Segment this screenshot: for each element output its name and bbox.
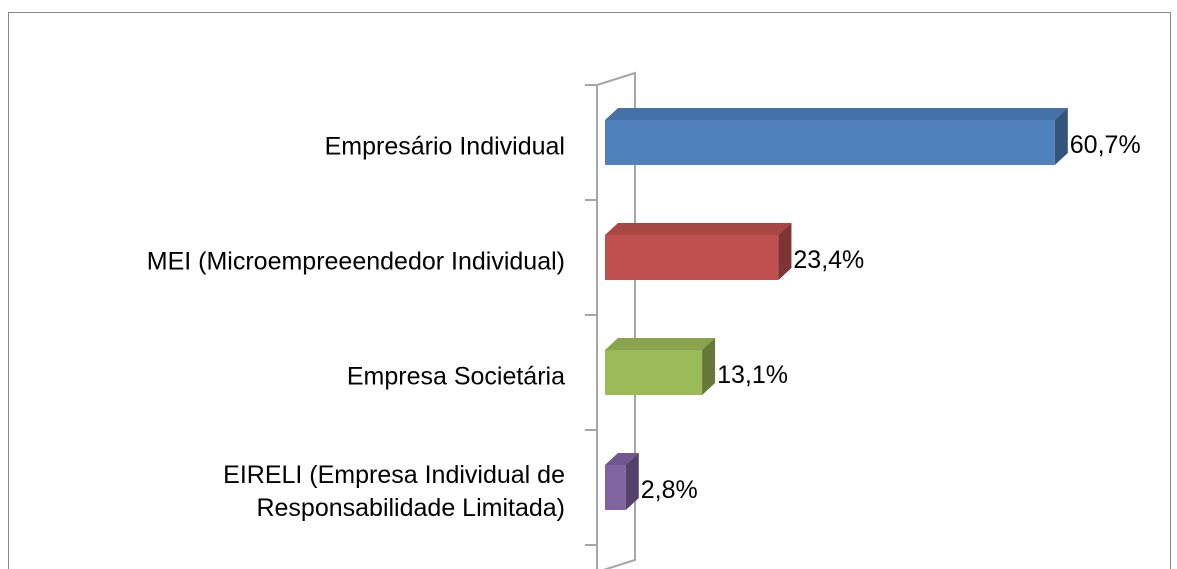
bar-top-shade: [605, 223, 792, 235]
data-label: 2,8%: [641, 476, 698, 504]
bar: [605, 453, 639, 510]
bar: [605, 223, 792, 280]
bar-front: [605, 465, 626, 510]
category-label: Empresário Individual: [324, 132, 565, 160]
bar-top-shade: [605, 453, 639, 465]
category-label: MEI (Microempreeendedor Individual): [146, 247, 565, 275]
bar-top: [605, 108, 1068, 120]
frame-border: [8, 12, 1171, 569]
bar-side-shade: [625, 453, 639, 510]
bar-top-shade: [605, 338, 716, 350]
bar-side-shade: [778, 223, 792, 280]
bar-side-shade: [1054, 108, 1068, 165]
bar-front: [605, 120, 1055, 165]
bar-top-shade: [605, 108, 1068, 120]
bar: [605, 338, 716, 395]
bar-side: [778, 223, 792, 280]
bar-top: [605, 223, 792, 235]
bar-front: [605, 350, 703, 395]
bar: [605, 108, 1068, 165]
data-label: 13,1%: [717, 361, 788, 389]
bar-side: [702, 338, 716, 395]
bar-top: [605, 453, 639, 465]
category-label: Empresa Societária: [346, 362, 565, 390]
data-label: 60,7%: [1070, 131, 1141, 159]
data-label: 23,4%: [793, 246, 864, 274]
bar-side-shade: [702, 338, 716, 395]
bar-side: [1054, 108, 1068, 165]
bar-side: [625, 453, 639, 510]
bar-front: [605, 235, 779, 280]
bar-top: [605, 338, 716, 350]
category-label: EIRELI (Empresa Individual de Responsabi…: [223, 460, 565, 522]
